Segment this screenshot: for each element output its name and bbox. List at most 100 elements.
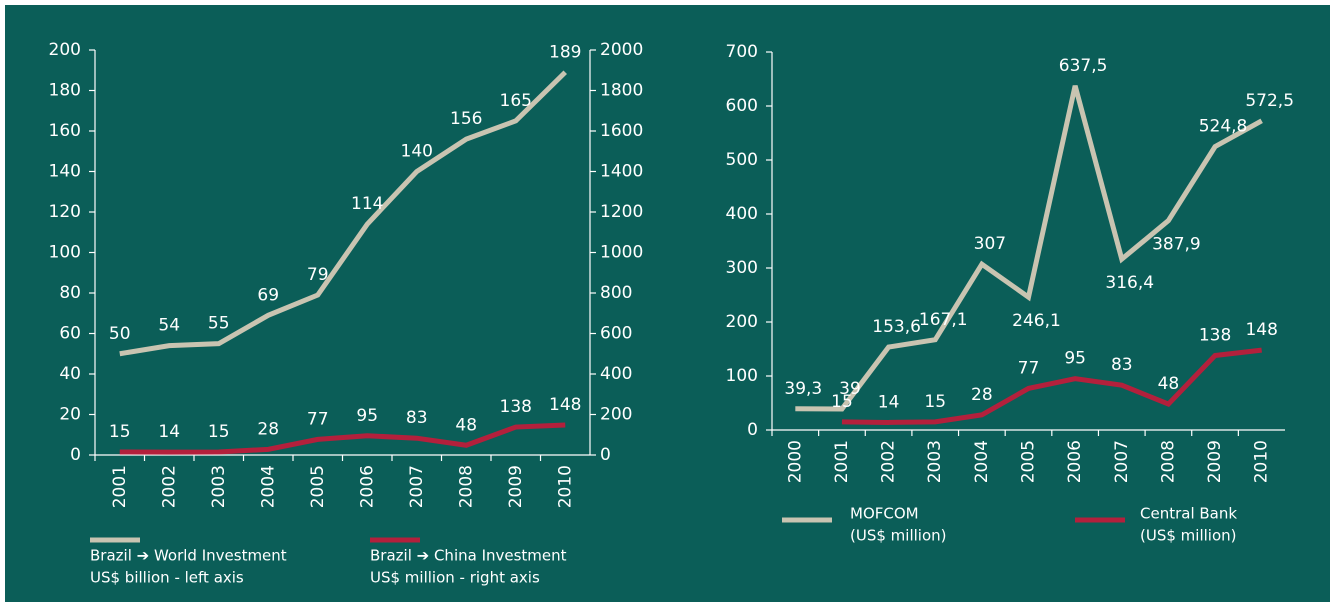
x-tick-label: 2002 xyxy=(879,440,899,483)
x-tick-label: 2009 xyxy=(506,465,526,508)
x-tick-label: 2010 xyxy=(555,465,575,508)
x-tick-label: 2007 xyxy=(1112,440,1132,483)
data-label: 83 xyxy=(1111,355,1133,375)
series-line xyxy=(795,85,1263,412)
background xyxy=(5,5,1330,602)
y-tick-label: 400 xyxy=(726,204,758,224)
y2-tick-label: 1800 xyxy=(600,81,643,101)
y-tick-label: 600 xyxy=(726,96,758,116)
legend-unit: US$ million - right axis xyxy=(370,569,540,587)
data-label: 28 xyxy=(257,419,279,439)
y2-tick-label: 600 xyxy=(600,324,632,344)
data-label: 307 xyxy=(974,234,1006,254)
y-tick-label: 160 xyxy=(49,121,81,141)
x-tick-label: 2003 xyxy=(209,465,229,508)
data-label: 148 xyxy=(1245,320,1277,340)
data-label: 28 xyxy=(971,385,993,405)
data-label: 167,1 xyxy=(919,310,968,330)
data-label: 69 xyxy=(257,285,279,305)
series-line xyxy=(119,422,566,455)
data-label: 572,5 xyxy=(1245,91,1294,111)
y2-tick-label: 0 xyxy=(600,445,611,465)
y2-tick-label: 800 xyxy=(600,283,632,303)
y2-tick-label: 1400 xyxy=(600,162,643,182)
data-label: 114 xyxy=(351,194,383,214)
data-label: 387,9 xyxy=(1152,235,1201,255)
x-tick-label: 2010 xyxy=(1252,440,1272,483)
data-label: 54 xyxy=(158,316,180,336)
y-tick-label: 60 xyxy=(59,324,81,344)
data-label: 15 xyxy=(924,392,946,412)
data-label: 15 xyxy=(208,422,230,442)
y-tick-label: 100 xyxy=(49,243,81,263)
x-tick-label: 2000 xyxy=(785,440,805,483)
data-label: 48 xyxy=(455,415,477,435)
data-label: 95 xyxy=(1064,349,1086,369)
x-tick-label: 2002 xyxy=(159,465,179,508)
x-tick-label: 2008 xyxy=(1158,440,1178,483)
x-tick-label: 2001 xyxy=(110,465,130,508)
data-label: 316,4 xyxy=(1105,273,1154,293)
legend-unit: (US$ million) xyxy=(850,527,946,545)
x-tick-label: 2005 xyxy=(308,465,328,508)
data-label: 48 xyxy=(1158,374,1180,394)
legend-label: Brazil ➔ World Investment xyxy=(90,547,287,565)
y-tick-label: 500 xyxy=(726,150,758,170)
y-tick-label: 0 xyxy=(747,420,758,440)
data-label: 138 xyxy=(1199,325,1231,345)
y-tick-label: 20 xyxy=(59,405,81,425)
data-label: 50 xyxy=(109,324,131,344)
data-label: 246,1 xyxy=(1012,311,1061,331)
data-label: 83 xyxy=(406,408,428,428)
data-label: 77 xyxy=(1018,358,1040,378)
data-label: 95 xyxy=(356,406,378,426)
data-label: 138 xyxy=(500,397,532,417)
x-tick-label: 2009 xyxy=(1205,440,1225,483)
data-label: 39,3 xyxy=(784,379,822,399)
x-tick-label: 2004 xyxy=(972,440,992,483)
x-tick-label: 2006 xyxy=(357,465,377,508)
data-label: 637,5 xyxy=(1059,56,1108,76)
data-label: 77 xyxy=(307,409,329,429)
data-label: 189 xyxy=(549,42,581,62)
y-tick-label: 40 xyxy=(59,364,81,384)
data-label: 140 xyxy=(401,142,433,162)
y-tick-label: 140 xyxy=(49,162,81,182)
y-tick-label: 700 xyxy=(726,42,758,62)
legend-label: Brazil ➔ China Investment xyxy=(370,547,567,565)
data-label: 39 xyxy=(839,379,861,399)
y-tick-label: 80 xyxy=(59,283,81,303)
y2-tick-label: 1600 xyxy=(600,121,643,141)
y-tick-label: 180 xyxy=(49,81,81,101)
x-tick-label: 2003 xyxy=(925,440,945,483)
y-tick-label: 300 xyxy=(726,258,758,278)
x-tick-label: 2004 xyxy=(258,465,278,508)
data-label: 14 xyxy=(878,392,900,412)
legend-unit: US$ billion - left axis xyxy=(90,569,244,587)
legend-unit: (US$ million) xyxy=(1140,527,1236,545)
y2-tick-label: 2000 xyxy=(600,40,643,60)
y-tick-label: 100 xyxy=(726,366,758,386)
legend-label: Central Bank xyxy=(1140,505,1237,523)
y2-tick-label: 400 xyxy=(600,364,632,384)
data-label: 148 xyxy=(549,395,581,415)
x-tick-label: 2005 xyxy=(1019,440,1039,483)
data-label: 15 xyxy=(109,422,131,442)
y2-tick-label: 1000 xyxy=(600,243,643,263)
series-line xyxy=(119,70,568,357)
data-label: 14 xyxy=(158,422,180,442)
y-tick-label: 0 xyxy=(70,445,81,465)
data-label: 153,6 xyxy=(872,317,921,337)
x-tick-label: 2006 xyxy=(1065,440,1085,483)
legend-label: MOFCOM xyxy=(850,505,919,523)
series-line xyxy=(841,347,1262,425)
x-tick-label: 2008 xyxy=(456,465,476,508)
y2-tick-label: 1200 xyxy=(600,202,643,222)
x-tick-label: 2007 xyxy=(407,465,427,508)
data-label: 55 xyxy=(208,314,230,334)
data-label: 165 xyxy=(500,91,532,111)
x-tick-label: 2001 xyxy=(832,440,852,483)
y-tick-label: 200 xyxy=(726,312,758,332)
y2-tick-label: 200 xyxy=(600,405,632,425)
